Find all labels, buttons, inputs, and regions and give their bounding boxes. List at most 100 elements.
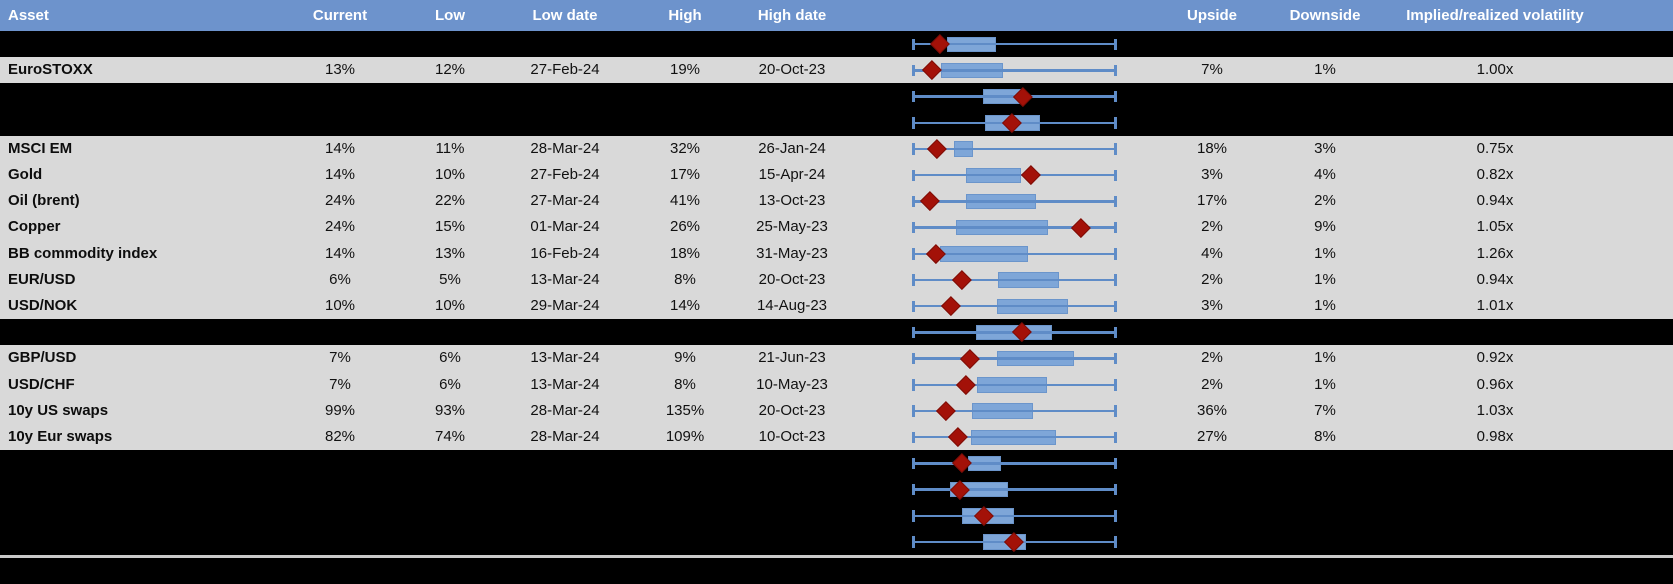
current-level-diamond-marker <box>926 139 947 159</box>
boxplot-whisker <box>912 252 1117 255</box>
cell-upside: 2% <box>1201 270 1223 288</box>
boxplot-right-cap <box>1114 405 1117 417</box>
cell-asset: GBP/USD <box>8 349 77 367</box>
range-boxplot <box>912 398 1117 424</box>
cell-upside: 18% <box>1196 139 1228 157</box>
cell-downside: 1% <box>1314 244 1336 262</box>
column-header-low_date: Low date <box>532 7 598 24</box>
cell-vol: 0.75x <box>1476 139 1514 157</box>
table-row-hidden <box>0 528 1673 555</box>
cell-current: 6% <box>329 270 351 288</box>
range-boxplot <box>912 319 1117 345</box>
cell-low: 15% <box>434 218 466 236</box>
boxplot-left-cap <box>912 379 915 391</box>
cell-vol: 0.82x <box>1476 166 1514 183</box>
range-boxplot <box>912 57 1117 83</box>
boxplot-right-cap <box>1114 457 1117 470</box>
boxplot-right-cap <box>1114 143 1117 155</box>
boxplot-right-cap <box>1114 117 1117 129</box>
range-boxplot <box>912 293 1117 319</box>
cell-high: 8% <box>674 375 696 393</box>
cell-asset: Copper <box>8 218 61 236</box>
table-row-gold: Gold 14% 10% 27-Feb-24 17% 15-Apr-24 3% 4% 0.82x <box>0 162 1673 189</box>
cell-vol: 0.96x <box>1476 375 1514 393</box>
table-row-msci-em: MSCI EM 14% 11% 28-Mar-24 32% 26-Jan-24 18% 3% 0… <box>0 135 1673 162</box>
cell-low_date: 27-Feb-24 <box>530 61 600 79</box>
cell-upside: 7% <box>1201 61 1223 79</box>
cell-low_date: 28-Mar-24 <box>530 139 600 157</box>
current-level-diamond-marker <box>959 348 980 369</box>
cell-low_date: 29-Mar-24 <box>530 297 600 314</box>
cell-low: 74% <box>434 428 466 445</box>
range-boxplot <box>912 162 1117 188</box>
current-level-diamond-marker <box>919 191 940 212</box>
boxplot-left-cap <box>912 483 915 496</box>
boxplot-whisker <box>912 488 1117 491</box>
cell-downside: 1% <box>1314 375 1336 393</box>
boxplot-right-cap <box>1114 431 1117 443</box>
cell-downside: 9% <box>1314 218 1336 236</box>
table-row-hidden <box>0 450 1673 477</box>
cell-high: 17% <box>669 166 701 183</box>
range-boxplot <box>912 424 1117 450</box>
range-boxplot <box>912 188 1117 214</box>
cell-vol: 1.01x <box>1476 297 1514 314</box>
cell-low: 6% <box>439 349 461 367</box>
cell-low_date: 13-Mar-24 <box>530 349 600 367</box>
column-header-current: Current <box>312 7 368 24</box>
cell-asset: 10y Eur swaps <box>8 428 113 445</box>
boxplot-whisker <box>912 200 1117 203</box>
cell-downside: 1% <box>1314 349 1336 367</box>
boxplot-whisker <box>912 383 1117 386</box>
cell-asset: MSCI EM <box>8 139 73 157</box>
cell-asset: USD/CHF <box>8 375 75 393</box>
cell-high_date: 26-Jan-24 <box>758 139 826 157</box>
cell-low: 13% <box>434 244 466 262</box>
cell-high_date: 25-May-23 <box>756 218 828 236</box>
boxplot-whisker <box>912 147 1117 151</box>
boxplot-whisker <box>912 409 1117 413</box>
column-header-high_date: High date <box>757 7 827 24</box>
boxplot-left-cap <box>912 248 915 260</box>
cell-vol: 1.05x <box>1476 218 1514 236</box>
cell-high: 18% <box>669 244 701 262</box>
cell-vol: 0.98x <box>1476 428 1514 445</box>
cell-asset: Gold <box>8 166 43 183</box>
cell-high_date: 10-May-23 <box>756 375 828 393</box>
table-row-hidden <box>0 476 1673 503</box>
current-level-diamond-marker <box>952 270 972 290</box>
cell-downside: 4% <box>1314 166 1336 183</box>
cell-vol: 1.26x <box>1476 244 1514 262</box>
cell-low: 22% <box>434 192 466 210</box>
boxplot-whisker <box>912 69 1117 72</box>
boxplot-left-cap <box>912 117 915 129</box>
cell-upside: 36% <box>1196 401 1228 419</box>
current-level-diamond-marker <box>1070 217 1091 238</box>
cell-asset: Oil (brent) <box>8 192 80 210</box>
cell-upside: 3% <box>1201 166 1223 183</box>
cell-upside: 17% <box>1196 192 1228 210</box>
boxplot-left-cap <box>912 90 915 103</box>
cell-high_date: 14-Aug-23 <box>756 297 828 314</box>
range-boxplot <box>912 136 1117 162</box>
cell-low_date: 28-Mar-24 <box>530 401 600 419</box>
cell-downside: 8% <box>1314 428 1336 445</box>
table-row-gbp-usd: GBP/USD 7% 6% 13-Mar-24 9% 21-Jun-23 2% 1% 0.92x <box>0 345 1673 372</box>
boxplot-right-cap <box>1114 510 1117 522</box>
cell-vol: 0.92x <box>1476 349 1514 367</box>
boxplot-right-cap <box>1114 248 1117 260</box>
cell-downside: 1% <box>1314 297 1336 314</box>
boxplot-left-cap <box>912 326 915 339</box>
column-header-low: Low <box>435 7 465 24</box>
current-level-diamond-marker <box>955 374 976 395</box>
current-level-diamond-marker <box>948 427 968 447</box>
range-boxplot <box>912 83 1117 109</box>
cell-current: 24% <box>324 192 356 210</box>
boxplot-right-cap <box>1114 352 1117 365</box>
boxplot-left-cap <box>912 38 915 50</box>
cell-vol: 0.94x <box>1476 192 1514 210</box>
cell-current: 14% <box>324 139 356 157</box>
table-row-hidden <box>0 109 1673 136</box>
cell-current: 7% <box>329 349 351 367</box>
